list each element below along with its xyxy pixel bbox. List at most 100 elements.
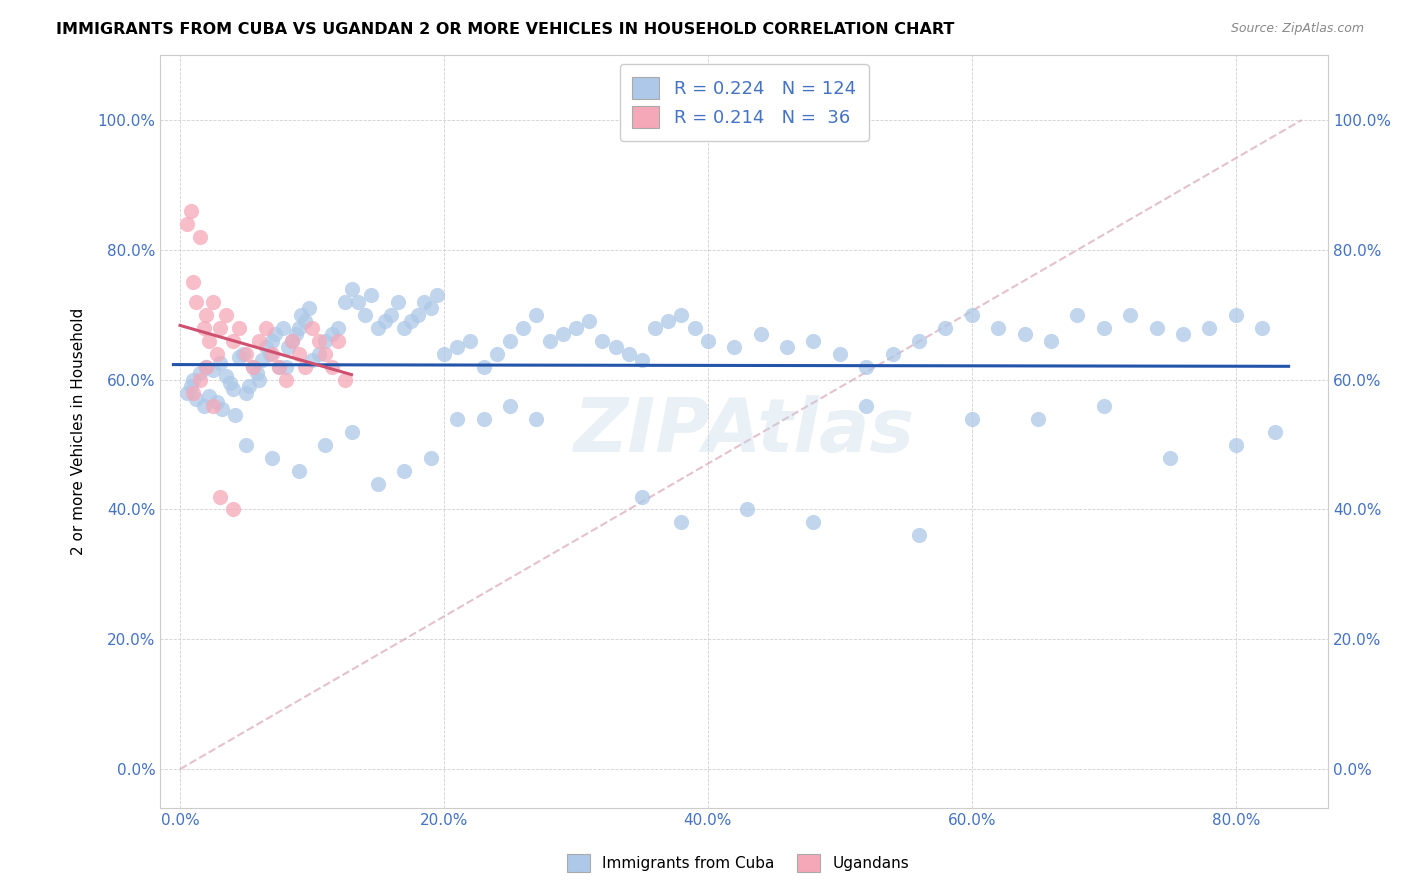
Point: [235, 437, 257, 451]
Point: [247, 373, 270, 387]
Point: [271, 320, 294, 334]
Point: [406, 308, 429, 322]
Point: [419, 301, 441, 316]
Text: ZIPAtlas: ZIPAtlas: [574, 395, 915, 468]
Point: [301, 353, 323, 368]
Point: [524, 411, 547, 425]
Point: [380, 308, 402, 322]
Point: [242, 359, 264, 374]
Point: [908, 528, 931, 542]
Point: [245, 366, 267, 380]
Point: [184, 392, 207, 406]
Point: [277, 340, 299, 354]
Point: [188, 366, 211, 380]
Point: [288, 464, 311, 478]
Point: [908, 334, 931, 348]
Point: [195, 359, 218, 374]
Point: [198, 389, 221, 403]
Point: [294, 314, 316, 328]
Point: [254, 340, 277, 354]
Point: [803, 334, 825, 348]
Point: [205, 395, 228, 409]
Point: [235, 347, 257, 361]
Point: [1146, 320, 1168, 334]
Point: [215, 308, 238, 322]
Point: [803, 516, 825, 530]
Point: [195, 308, 218, 322]
Point: [387, 294, 409, 309]
Point: [605, 340, 627, 354]
Point: [208, 320, 231, 334]
Point: [262, 450, 284, 465]
Point: [591, 334, 613, 348]
Y-axis label: 2 or more Vehicles in Household: 2 or more Vehicles in Household: [72, 308, 86, 555]
Point: [617, 347, 640, 361]
Legend: Immigrants from Cuba, Ugandans: Immigrants from Cuba, Ugandans: [560, 846, 917, 880]
Point: [228, 350, 250, 364]
Point: [219, 376, 242, 390]
Point: [242, 359, 264, 374]
Point: [1159, 450, 1181, 465]
Point: [201, 294, 224, 309]
Point: [290, 308, 312, 322]
Point: [472, 359, 495, 374]
Point: [1026, 411, 1049, 425]
Point: [267, 359, 290, 374]
Point: [1092, 320, 1115, 334]
Point: [180, 379, 202, 393]
Point: [224, 409, 246, 423]
Point: [1225, 437, 1247, 451]
Point: [247, 334, 270, 348]
Point: [176, 385, 198, 400]
Point: [274, 373, 297, 387]
Point: [828, 347, 851, 361]
Point: [347, 294, 370, 309]
Point: [578, 314, 600, 328]
Point: [184, 294, 207, 309]
Point: [208, 490, 231, 504]
Point: [460, 334, 482, 348]
Point: [565, 320, 588, 334]
Point: [321, 359, 343, 374]
Point: [301, 320, 323, 334]
Point: [235, 385, 257, 400]
Point: [181, 373, 204, 387]
Point: [987, 320, 1010, 334]
Point: [374, 314, 396, 328]
Text: IMMIGRANTS FROM CUBA VS UGANDAN 2 OR MORE VEHICLES IN HOUSEHOLD CORRELATION CHAR: IMMIGRANTS FROM CUBA VS UGANDAN 2 OR MOR…: [56, 22, 955, 37]
Point: [180, 203, 202, 218]
Point: [499, 334, 522, 348]
Point: [274, 359, 297, 374]
Point: [485, 347, 508, 361]
Point: [340, 282, 363, 296]
Point: [288, 347, 311, 361]
Point: [340, 425, 363, 439]
Point: [298, 301, 321, 316]
Point: [855, 359, 877, 374]
Point: [188, 373, 211, 387]
Point: [308, 334, 330, 348]
Point: [1092, 399, 1115, 413]
Point: [934, 320, 956, 334]
Point: [188, 230, 211, 244]
Point: [394, 464, 416, 478]
Point: [294, 359, 316, 374]
Point: [644, 320, 666, 334]
Point: [749, 327, 772, 342]
Point: [176, 217, 198, 231]
Point: [201, 399, 224, 413]
Point: [262, 347, 284, 361]
Point: [201, 363, 224, 377]
Point: [499, 399, 522, 413]
Point: [314, 437, 336, 451]
Point: [394, 320, 416, 334]
Point: [1014, 327, 1036, 342]
Point: [353, 308, 375, 322]
Point: [696, 334, 718, 348]
Point: [723, 340, 745, 354]
Point: [631, 490, 654, 504]
Point: [208, 356, 231, 370]
Point: [267, 359, 290, 374]
Point: [198, 334, 221, 348]
Point: [360, 288, 382, 302]
